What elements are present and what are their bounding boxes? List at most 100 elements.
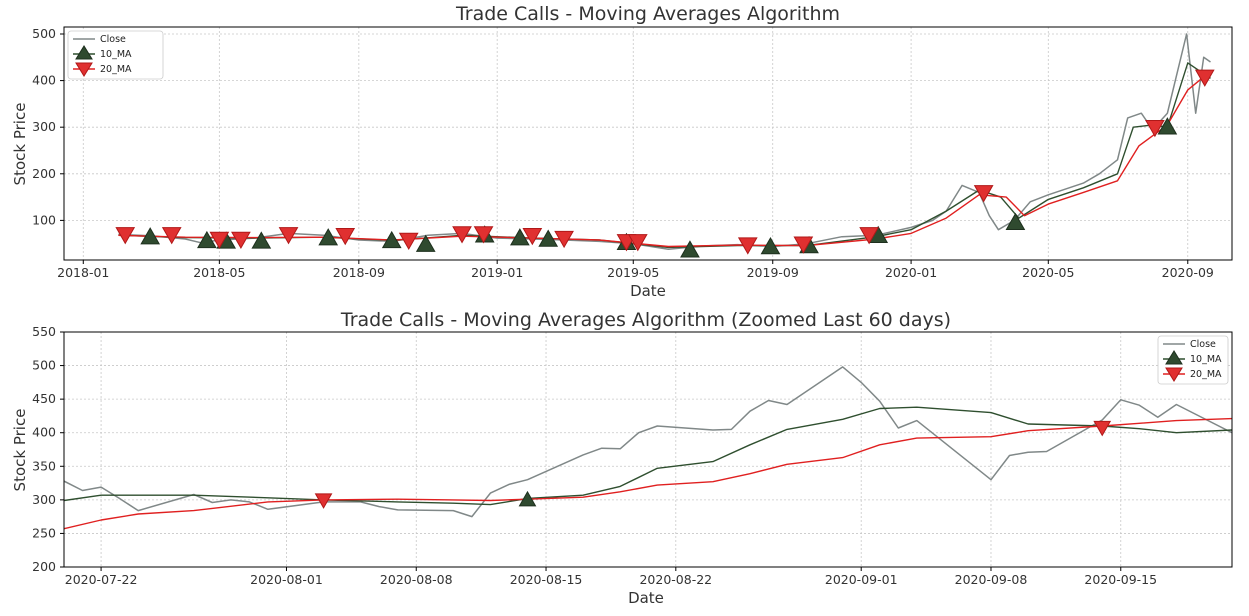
legend-close-label: Close (1190, 339, 1216, 350)
chart-top-buy-signal-marker (680, 240, 700, 258)
chart-top-ma20-line (118, 70, 1211, 248)
chart-bottom-xtick-label: 2020-09-15 (1084, 572, 1157, 587)
chart-top-sell-signal-marker (973, 185, 994, 203)
chart-top-buy-signal-marker (415, 234, 436, 252)
chart-top-buy-signal-marker (251, 231, 272, 249)
chart-top-sell-signal-marker (278, 227, 299, 245)
chart-bottom-close-price-line (64, 366, 1232, 518)
chart-bottom-series-group (64, 366, 1232, 530)
chart-bottom-buy-signal-marker (518, 490, 537, 507)
legend-20ma-marker (1165, 367, 1183, 382)
chart-top-buy-signal-marker (509, 228, 530, 246)
legend-frame (67, 30, 164, 80)
chart-top-ytick-label: 300 (32, 119, 56, 134)
chart-bottom-xtick-label: 2020-07-22 (65, 572, 138, 587)
chart-top-sell-signal-marker (1194, 69, 1215, 87)
chart-top-sell-signal-marker (209, 231, 230, 250)
chart-top-buy-signal-marker (197, 230, 217, 249)
legend-20ma-marker (75, 62, 93, 77)
chart-top-sell-signal-marker (398, 232, 419, 250)
chart-bottom-xtick-label: 2020-08-22 (639, 572, 712, 587)
chart-top-sell-signal-marker (859, 227, 879, 245)
chart-top-ytick-label: 100 (32, 212, 56, 227)
chart-bottom-ytick-label: 400 (32, 425, 56, 440)
chart-top-close-price-line (118, 33, 1211, 251)
chart-top-buy-signal-marker (140, 227, 161, 245)
chart-bottom-ytick-label: 500 (32, 358, 56, 373)
chart-bottom-sell-signal-marker (1093, 420, 1112, 437)
chart-bottom-xlabel: Date (628, 589, 664, 607)
chart-top-buy-signal-marker (1005, 212, 1026, 230)
chart-top-xlabel: Date (630, 282, 666, 300)
chart-top-sell-signal-marker (793, 236, 814, 254)
chart-top-sell-signal-marker (115, 227, 136, 245)
chart-top-sell-signal-marker (737, 237, 758, 255)
chart-top-sell-signal-marker (522, 228, 543, 246)
chart-bottom-ma20-line (64, 417, 1232, 530)
chart-bottom-title: Trade Calls - Moving Averages Algorithm … (340, 309, 951, 331)
chart-top-ytick-label: 400 (32, 73, 56, 88)
chart-bottom-frame (63, 331, 1233, 568)
chart-top-ma10-line (118, 62, 1211, 249)
chart-top-buy-signal-marker (538, 229, 559, 247)
chart-top-plot-area (115, 33, 1215, 258)
chart-bottom-xtick-label: 2020-09-01 (825, 572, 898, 587)
chart-bottom-ytick-label: 300 (32, 492, 56, 507)
chart-top-grid (64, 27, 1232, 260)
legend-10ma-marker (1165, 350, 1183, 365)
chart-top-buy-signal-marker (760, 236, 781, 255)
chart-top-sell-signal-marker (335, 228, 356, 246)
chart-top-xtick-label: 2019-05 (607, 265, 659, 280)
chart-top-xtick-label: 2020-09 (1162, 265, 1214, 280)
chart-bottom-ylabel: Stock Price (11, 409, 29, 492)
chart-top-ytick-label: 500 (32, 26, 56, 41)
chart-top-sell-signal-marker (1145, 119, 1165, 138)
chart-bottom-ticks: 2020-07-22 2020-08-01 2020-08-08 2020-08-15… (32, 324, 1157, 587)
chart-top-buy-signal-marker (318, 228, 339, 246)
chart-bottom: Trade Calls - Moving Averages Algorithm … (11, 309, 1233, 607)
chart-top-xtick-label: 2019-01 (471, 265, 523, 280)
chart-top-frame (63, 26, 1233, 261)
chart-top-sell-signal-marker (231, 231, 251, 250)
chart-top-xtick-label: 2020-05 (1022, 265, 1074, 280)
chart-top: Trade Calls - Moving Averages Algorithm … (11, 3, 1233, 300)
chart-top-ytick-label: 200 (32, 166, 56, 181)
legend-10ma-label: 10_MA (100, 49, 132, 60)
legend-10ma-label: 10_MA (1190, 354, 1222, 365)
chart-top-sell-signal-marker (554, 230, 574, 249)
legend-10ma-marker (75, 45, 93, 60)
chart-top-buy-signal-marker (1157, 117, 1178, 135)
chart-top-title: Trade Calls - Moving Averages Algorithm (455, 3, 840, 25)
legend-20ma-label: 20_MA (100, 64, 132, 75)
chart-top-sell-signal-marker (473, 226, 494, 244)
chart-bottom-ytick-label: 200 (32, 559, 56, 574)
chart-top-sell-signal-marker (452, 226, 472, 244)
chart-top-xtick-label: 2018-05 (193, 265, 245, 280)
chart-top-legend: Close 10_MA 20_MA (67, 30, 164, 80)
chart-top-buy-signal-marker (381, 230, 402, 249)
chart-top-sell-signal-marker (161, 227, 182, 245)
chart-top-ticks: 2018-01 2018-05 2018-09 2019-01 2019-05 2019-… (32, 26, 1214, 280)
legend-close-label: Close (100, 34, 126, 45)
chart-top-xtick-label: 2018-09 (333, 265, 385, 280)
chart-bottom-ytick-label: 450 (32, 391, 56, 406)
chart-bottom-plot-area (64, 366, 1232, 530)
chart-top-xtick-label: 2018-01 (57, 265, 109, 280)
chart-bottom-xtick-label: 2020-08-01 (250, 572, 323, 587)
chart-bottom-ma10-line (64, 406, 1232, 506)
chart-bottom-ytick-label: 550 (32, 324, 56, 339)
chart-top-series-group (118, 33, 1211, 251)
chart-top-xtick-label: 2020-01 (885, 265, 937, 280)
legend-20ma-label: 20_MA (1190, 369, 1222, 380)
chart-bottom-xtick-label: 2020-09-08 (955, 572, 1028, 587)
chart-bottom-ytick-label: 250 (32, 525, 56, 540)
chart-bottom-sell-signal-marker (314, 493, 333, 509)
chart-bottom-grid (64, 331, 1232, 568)
chart-top-xtick-label: 2019-09 (747, 265, 799, 280)
chart-bottom-legend: Close 10_MA 20_MA (1157, 335, 1229, 385)
chart-bottom-xtick-label: 2020-08-08 (380, 572, 453, 587)
chart-bottom-ytick-label: 350 (32, 458, 56, 473)
chart-top-sell-signal-marker (627, 234, 648, 252)
chart-top-ylabel: Stock Price (11, 103, 29, 186)
